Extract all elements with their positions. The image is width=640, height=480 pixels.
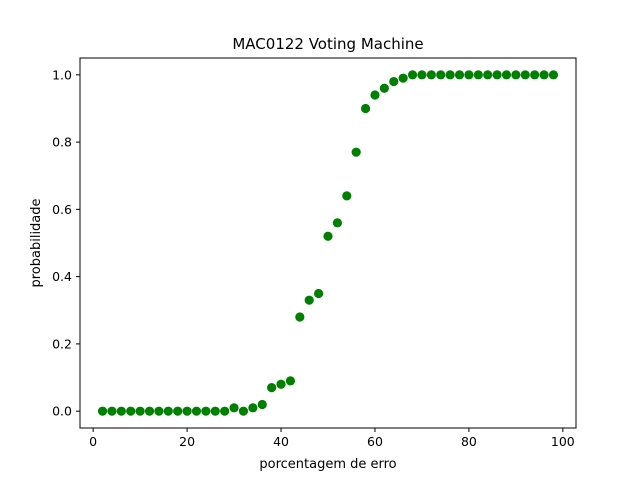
y-tick-label: 0.4 xyxy=(52,269,72,284)
data-point xyxy=(267,383,277,393)
data-point xyxy=(464,70,474,80)
data-point xyxy=(379,83,389,93)
data-point xyxy=(398,73,408,83)
data-point xyxy=(135,406,145,416)
data-point xyxy=(389,76,399,87)
data-point xyxy=(454,70,465,80)
data-point xyxy=(473,70,483,80)
data-point xyxy=(248,403,258,413)
data-point xyxy=(238,406,249,416)
x-tick-label: 20 xyxy=(179,434,195,449)
data-point xyxy=(351,147,361,157)
data-point xyxy=(154,406,164,416)
data-point xyxy=(314,288,324,299)
y-tick-label: 0.0 xyxy=(52,404,72,419)
data-point xyxy=(511,70,521,80)
y-axis-label: probabilidade xyxy=(29,198,44,287)
data-point xyxy=(229,403,239,413)
data-point xyxy=(126,406,136,416)
chart-title: MAC0122 Voting Machine xyxy=(232,35,423,53)
data-point xyxy=(323,231,333,241)
data-point xyxy=(210,406,220,416)
data-point xyxy=(436,70,446,80)
data-point xyxy=(483,70,493,80)
data-point xyxy=(163,406,173,416)
x-tick-label: 60 xyxy=(367,434,383,449)
data-point xyxy=(276,379,286,389)
y-axis: 0.0 0.2 0.4 0.6 0.8 1.0 xyxy=(52,67,80,419)
data-point xyxy=(417,70,427,80)
data-point xyxy=(220,406,230,416)
data-point xyxy=(426,70,436,80)
data-point xyxy=(201,406,211,416)
data-points xyxy=(97,70,559,416)
data-point xyxy=(370,90,380,100)
data-point xyxy=(342,191,352,201)
data-point xyxy=(407,70,418,80)
y-tick-label: 0.6 xyxy=(52,202,72,217)
data-point xyxy=(144,406,155,416)
data-point xyxy=(173,406,183,416)
data-point xyxy=(295,312,305,322)
data-point xyxy=(107,406,117,416)
x-axis-label: porcentagem de erro xyxy=(259,457,396,472)
x-tick-label: 100 xyxy=(551,434,575,449)
x-tick-label: 40 xyxy=(273,434,289,449)
data-point xyxy=(520,70,530,80)
data-point xyxy=(548,70,559,80)
data-point xyxy=(445,70,455,80)
data-point xyxy=(257,399,267,410)
y-tick-label: 0.8 xyxy=(52,135,72,150)
data-point xyxy=(530,70,540,80)
data-point xyxy=(116,406,126,416)
data-point xyxy=(182,406,192,416)
data-point xyxy=(304,295,314,305)
data-point xyxy=(332,218,342,228)
data-point xyxy=(97,406,108,416)
data-point xyxy=(191,406,202,416)
y-tick-label: 0.2 xyxy=(52,336,72,351)
x-axis: 0 20 40 60 80 100 xyxy=(89,428,575,449)
y-tick-label: 1.0 xyxy=(52,67,72,82)
data-point xyxy=(360,103,371,114)
x-tick-label: 80 xyxy=(461,434,477,449)
plot-frame xyxy=(79,57,577,429)
data-point xyxy=(285,376,296,386)
data-point xyxy=(492,70,502,80)
data-point xyxy=(539,70,549,80)
x-tick-label: 0 xyxy=(89,434,97,449)
data-point xyxy=(501,70,512,80)
